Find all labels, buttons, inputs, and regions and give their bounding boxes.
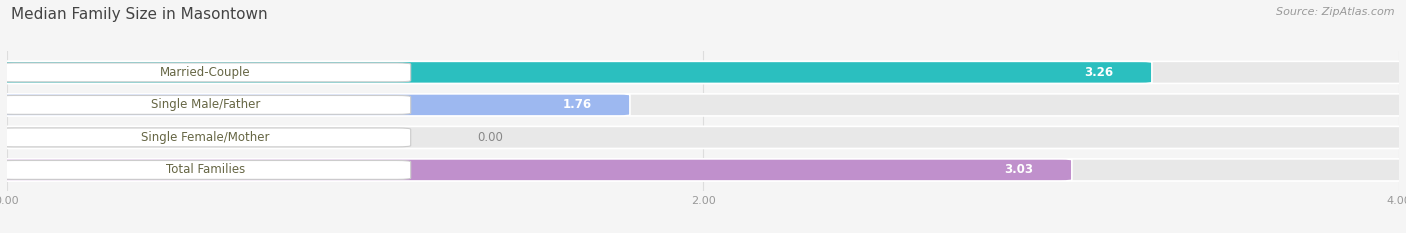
Text: 3.03: 3.03 [1004, 163, 1033, 176]
FancyBboxPatch shape [0, 161, 411, 179]
FancyBboxPatch shape [0, 96, 411, 114]
Text: 0.00: 0.00 [477, 131, 503, 144]
FancyBboxPatch shape [0, 128, 411, 147]
Text: Single Male/Father: Single Male/Father [150, 98, 260, 111]
FancyBboxPatch shape [0, 61, 1152, 83]
FancyBboxPatch shape [0, 126, 1406, 148]
FancyBboxPatch shape [0, 94, 630, 116]
FancyBboxPatch shape [0, 94, 1406, 116]
Text: Median Family Size in Masontown: Median Family Size in Masontown [11, 7, 269, 22]
Text: Total Families: Total Families [166, 163, 245, 176]
FancyBboxPatch shape [0, 159, 1071, 181]
Text: 3.26: 3.26 [1084, 66, 1114, 79]
FancyBboxPatch shape [0, 63, 411, 82]
Text: Single Female/Mother: Single Female/Mother [141, 131, 270, 144]
FancyBboxPatch shape [0, 61, 1406, 83]
Text: Source: ZipAtlas.com: Source: ZipAtlas.com [1277, 7, 1395, 17]
Text: Married-Couple: Married-Couple [160, 66, 250, 79]
FancyBboxPatch shape [0, 159, 1406, 181]
Text: 1.76: 1.76 [562, 98, 592, 111]
